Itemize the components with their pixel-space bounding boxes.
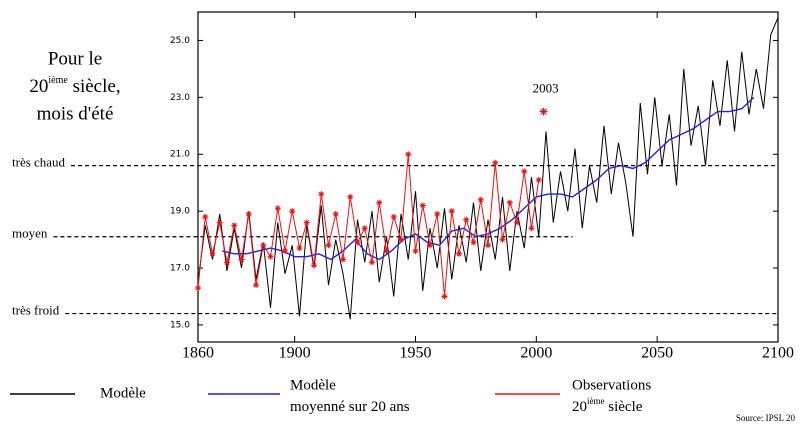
title-sup: ième xyxy=(48,75,68,86)
marker xyxy=(485,242,491,249)
marker xyxy=(528,225,535,232)
marker xyxy=(456,250,462,257)
marker xyxy=(318,191,325,198)
series-line xyxy=(197,154,540,297)
marker xyxy=(412,247,419,254)
annotation-marker xyxy=(539,107,548,116)
series-line xyxy=(222,96,755,261)
marker xyxy=(296,245,303,252)
series-line xyxy=(197,17,779,320)
marker xyxy=(332,210,339,217)
legend-sup: ième xyxy=(587,396,605,406)
marker xyxy=(325,242,332,249)
marker xyxy=(405,151,412,158)
marker xyxy=(514,219,520,226)
marker xyxy=(260,242,267,249)
x-tick-label: 1950 xyxy=(400,345,432,362)
legend-label: Modèle xyxy=(290,377,336,393)
marker xyxy=(434,210,441,217)
annotation-label: 2003 xyxy=(533,81,559,96)
title-line: mois d'été xyxy=(37,103,114,124)
legend-label: Modèle xyxy=(100,385,146,401)
y-tick-label: 21.0 xyxy=(170,150,190,160)
marker xyxy=(195,284,201,291)
marker xyxy=(463,216,470,223)
title: Pour le 20ième siècle, mois d'été xyxy=(29,48,120,124)
x-tick-label: 2050 xyxy=(641,345,673,362)
marker xyxy=(282,247,288,254)
x-tick-label: 1900 xyxy=(279,345,311,362)
marker xyxy=(499,236,506,243)
marker xyxy=(427,242,433,249)
y-tick-label: 17.0 xyxy=(170,264,190,274)
marker xyxy=(477,196,484,203)
marker xyxy=(274,205,281,212)
marker xyxy=(448,208,455,215)
legend-label: 20ième siècle xyxy=(572,396,643,415)
marker xyxy=(390,213,397,220)
reference-label: très chaud xyxy=(12,155,66,170)
marker xyxy=(383,247,390,254)
y-tick-label: 19.0 xyxy=(170,207,190,217)
legend-text: siècle xyxy=(605,399,643,415)
title-line: 20ième siècle, xyxy=(29,75,120,97)
marker xyxy=(535,176,542,183)
marker xyxy=(398,236,404,243)
legend-text: 20 xyxy=(572,399,587,415)
marker xyxy=(470,239,477,246)
marker xyxy=(347,193,354,200)
title-line: Pour le xyxy=(48,48,102,69)
marker xyxy=(209,250,216,257)
plot-frame xyxy=(197,11,779,343)
reference-label: moyen xyxy=(12,226,48,241)
marker xyxy=(419,202,426,209)
legend-text: moyenné sur 20 ans xyxy=(290,399,410,415)
marker xyxy=(224,259,230,266)
marker xyxy=(245,210,252,217)
marker xyxy=(202,213,209,220)
x-tick-label: 2000 xyxy=(520,345,552,362)
marker xyxy=(311,262,317,269)
x-tick-label: 2100 xyxy=(762,345,794,362)
marker xyxy=(303,219,310,226)
reference-label: très froid xyxy=(12,303,60,318)
marker xyxy=(216,219,223,226)
marker xyxy=(361,225,368,232)
marker xyxy=(267,253,274,260)
marker xyxy=(441,293,448,300)
marker xyxy=(238,256,245,263)
marker xyxy=(521,168,528,175)
marker xyxy=(369,259,375,266)
title-text: siècle, xyxy=(68,76,121,97)
marker xyxy=(354,239,361,246)
y-tick-label: 25.0 xyxy=(170,36,190,46)
y-tick-label: 23.0 xyxy=(170,93,190,103)
marker xyxy=(506,199,513,206)
marker xyxy=(376,199,383,206)
marker xyxy=(253,282,259,289)
source: Source: IPSL 20 xyxy=(736,413,796,423)
marker xyxy=(289,208,296,215)
legend-label: moyenné sur 20 ans xyxy=(290,399,410,415)
marker xyxy=(492,159,499,166)
y-tick-label: 15.0 xyxy=(170,320,190,330)
x-tick-label: 1860 xyxy=(182,345,214,362)
marker xyxy=(340,256,346,263)
title-text: 20 xyxy=(29,76,48,97)
marker xyxy=(231,222,238,229)
legend-label: Observations xyxy=(572,377,651,393)
